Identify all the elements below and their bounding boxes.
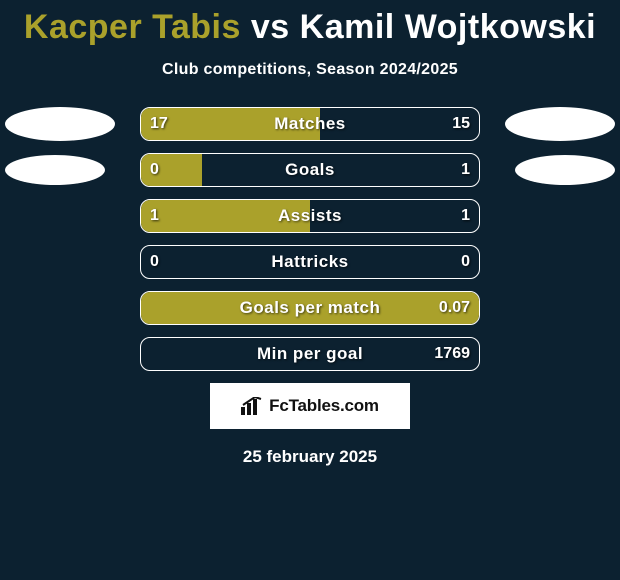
- decorative-ellipse: [5, 155, 105, 185]
- comparison-chart: Matches1715Goals01Assists11Hattricks00Go…: [0, 107, 620, 371]
- decorative-ellipse: [5, 107, 115, 141]
- stat-value-right: 0: [461, 253, 470, 271]
- stat-bar: Min per goal: [140, 337, 480, 371]
- stat-value-left: 0: [150, 253, 159, 271]
- vs-text: vs: [251, 8, 290, 46]
- brand-text: FcTables.com: [269, 396, 379, 416]
- stat-row: Hattricks0 0: [0, 245, 620, 279]
- stat-row: Assists1 1: [0, 199, 620, 233]
- stat-label: Matches: [141, 114, 479, 134]
- stat-bar: Goals: [140, 153, 480, 187]
- stat-label: Goals per match: [141, 298, 479, 318]
- brand-badge: FcTables.com: [210, 383, 410, 429]
- player1-name: Kacper Tabis: [24, 8, 241, 46]
- stat-row: Min per goal1769: [0, 337, 620, 371]
- stat-value-right: 0.07: [439, 299, 470, 317]
- decorative-ellipse: [505, 107, 615, 141]
- stat-label: Assists: [141, 206, 479, 226]
- stat-label: Min per goal: [141, 344, 479, 364]
- stat-label: Hattricks: [141, 252, 479, 272]
- stat-value-right: 1: [461, 207, 470, 225]
- footer-date: 25 february 2025: [0, 447, 620, 467]
- stat-row: Goals0 1: [0, 153, 620, 187]
- page-title: Kacper Tabis vs Kamil Wojtkowski: [0, 0, 620, 47]
- player2-name: Kamil Wojtkowski: [300, 8, 596, 46]
- stat-value-left: 17: [150, 115, 168, 133]
- stat-value-right: 1: [461, 161, 470, 179]
- stat-row: Matches17 15: [0, 107, 620, 141]
- stat-row: Goals per match0.07: [0, 291, 620, 325]
- stat-value-left: 1: [150, 207, 159, 225]
- stat-bar: Hattricks: [140, 245, 480, 279]
- stat-bar: Goals per match: [140, 291, 480, 325]
- stat-bar: Matches: [140, 107, 480, 141]
- decorative-ellipse: [515, 155, 615, 185]
- stat-label: Goals: [141, 160, 479, 180]
- stat-value-right: 15: [452, 115, 470, 133]
- subtitle: Club competitions, Season 2024/2025: [0, 61, 620, 79]
- stat-value-left: 0: [150, 161, 159, 179]
- stat-bar: Assists: [140, 199, 480, 233]
- chart-icon: [241, 397, 263, 415]
- stat-value-right: 1769: [434, 345, 470, 363]
